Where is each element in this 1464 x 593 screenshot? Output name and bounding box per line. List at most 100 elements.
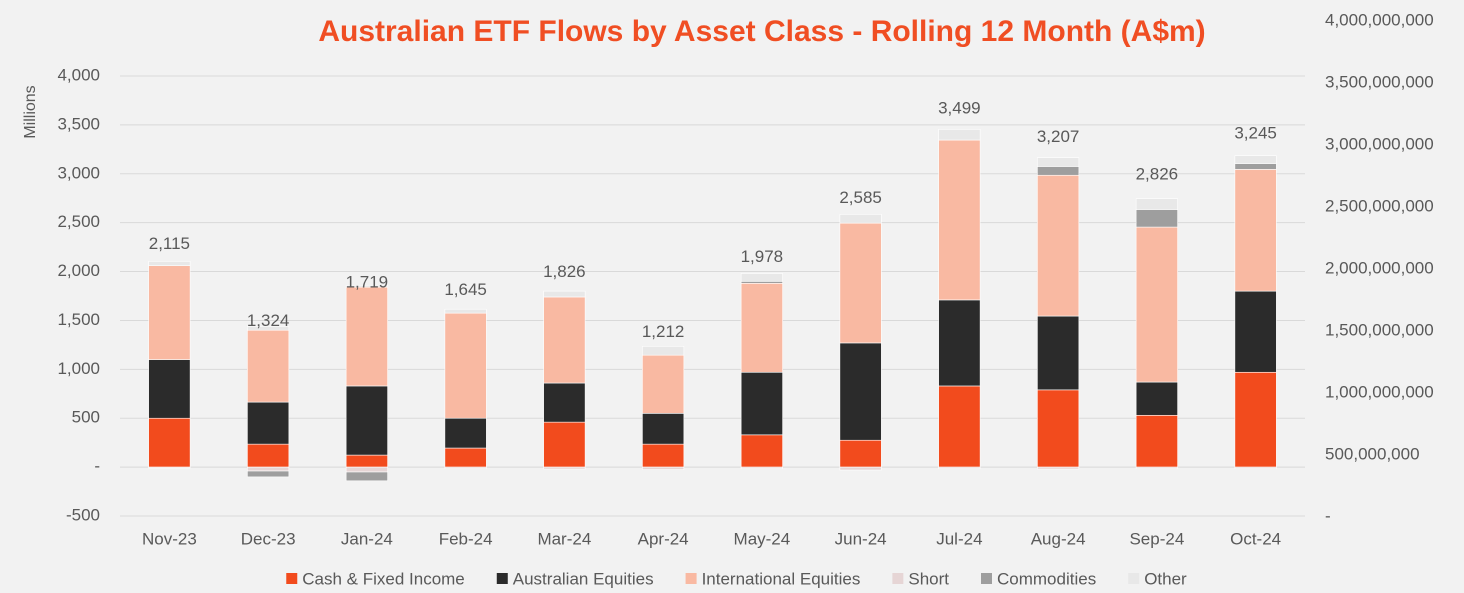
- total-label: 2,115: [149, 234, 190, 253]
- bar-segment: [444, 447, 487, 468]
- x-tick-label: Jun-24: [835, 529, 887, 548]
- bar-segment: [444, 417, 487, 449]
- y-tick-label: 1,000: [57, 359, 100, 378]
- x-tick-label: Jul-24: [936, 529, 982, 548]
- legend-label: Australian Equities: [513, 569, 654, 588]
- y2-tick-label: 2,500,000,000: [1325, 196, 1434, 215]
- chart-title: Australian ETF Flows by Asset Class - Ro…: [318, 15, 1205, 48]
- bar-segment: [543, 421, 586, 468]
- bar-segment: [1037, 466, 1080, 470]
- x-tick-label: Oct-24: [1230, 529, 1281, 548]
- bar-segment: [247, 401, 290, 445]
- legend-label: Short: [908, 569, 949, 588]
- bar-segment: [740, 273, 783, 282]
- y2-tick-label: 1,000,000,000: [1325, 382, 1434, 401]
- bar-segment: [345, 471, 388, 482]
- bar-segment: [444, 308, 487, 314]
- total-label: 3,207: [1037, 127, 1080, 146]
- x-tick-label: May-24: [734, 529, 791, 548]
- total-label: 1,826: [543, 262, 586, 281]
- bar-segment: [740, 282, 783, 373]
- bar-segment: [1234, 371, 1277, 468]
- bar-segment: [247, 470, 290, 478]
- bar-segment: [740, 371, 783, 436]
- x-tick-label: Nov-23: [142, 529, 197, 548]
- x-tick-label: Sep-24: [1129, 529, 1184, 548]
- x-tick-label: Dec-23: [241, 529, 296, 548]
- y2-tick-label: 500,000,000: [1325, 444, 1420, 463]
- x-tick-label: Feb-24: [439, 529, 493, 548]
- legend-swatch: [1128, 573, 1140, 584]
- bar-segment: [543, 382, 586, 423]
- y-tick-label: 4,000: [57, 65, 100, 84]
- y2-tick-label: -: [1325, 506, 1331, 525]
- bar-segment: [1234, 163, 1277, 170]
- total-label: 1,645: [444, 280, 487, 299]
- y-tick-label: 500: [72, 408, 100, 427]
- bar-segment: [1234, 290, 1277, 373]
- bar-segment: [1037, 315, 1080, 391]
- bar-segment: [1135, 414, 1178, 468]
- x-tick-label: Apr-24: [638, 529, 689, 548]
- bar-segment: [1037, 166, 1080, 176]
- legend-swatch: [892, 573, 904, 584]
- total-label: 3,245: [1234, 123, 1277, 142]
- bar-segment: [148, 417, 191, 468]
- bar-segment: [148, 260, 191, 266]
- y-tick-label: 2,500: [57, 212, 100, 231]
- bar-segment: [148, 265, 191, 360]
- bar-segment: [444, 312, 487, 419]
- bar-segment: [1234, 155, 1277, 164]
- legend-swatch: [286, 573, 298, 584]
- bar-segment: [345, 385, 388, 456]
- bar-segment: [642, 354, 685, 414]
- legend-swatch: [685, 573, 697, 584]
- bar-segment: [938, 128, 981, 141]
- y-axis-label: Millions: [22, 85, 39, 138]
- y2-tick-label: 4,000,000,000: [1325, 10, 1434, 29]
- bar-segment: [1135, 209, 1178, 228]
- bar-segment: [1234, 169, 1277, 292]
- legend-swatch: [496, 573, 508, 584]
- bar-segment: [642, 413, 685, 445]
- bar-segment: [740, 466, 783, 469]
- bar-segment: [247, 443, 290, 468]
- y2-tick-label: 3,500,000,000: [1325, 72, 1434, 91]
- total-label: 3,499: [938, 98, 981, 117]
- bar-segment: [642, 466, 685, 470]
- legend-label: Commodities: [997, 569, 1096, 588]
- bar-segment: [1135, 381, 1178, 416]
- legend-label: Other: [1144, 569, 1187, 588]
- y-tick-label: -: [94, 457, 100, 476]
- legend-label: International Equities: [702, 569, 861, 588]
- bar-segment: [444, 466, 487, 469]
- y2-tick-label: 2,000,000,000: [1325, 258, 1434, 277]
- total-label: 1,719: [346, 273, 389, 292]
- bar-segment: [247, 326, 290, 331]
- bar-segment: [1037, 174, 1080, 317]
- y-tick-label: 2,000: [57, 261, 100, 280]
- bar-segment: [148, 466, 191, 469]
- y-tick-label: -500: [66, 505, 100, 524]
- x-tick-label: Jan-24: [341, 529, 393, 548]
- bar-segment: [247, 466, 290, 472]
- bar-segment: [839, 439, 882, 468]
- total-label: 1,212: [642, 322, 685, 341]
- bar-segment: [1234, 466, 1277, 469]
- bar-segment: [247, 329, 290, 403]
- bar-segment: [839, 466, 882, 471]
- bar-segment: [1135, 226, 1178, 383]
- bar-segment: [642, 346, 685, 356]
- y2-tick-label: 3,000,000,000: [1325, 134, 1434, 153]
- x-tick-label: Aug-24: [1031, 529, 1086, 548]
- bar-segment: [839, 214, 882, 224]
- bar-segment: [938, 466, 981, 469]
- y2-tick-label: 1,500,000,000: [1325, 320, 1434, 339]
- bar-segment: [642, 443, 685, 468]
- x-tick-label: Mar-24: [537, 529, 591, 548]
- y-tick-label: 1,500: [57, 310, 100, 329]
- bar-segment: [1135, 466, 1178, 469]
- total-label: 2,585: [839, 188, 882, 207]
- bar-segment: [938, 299, 981, 387]
